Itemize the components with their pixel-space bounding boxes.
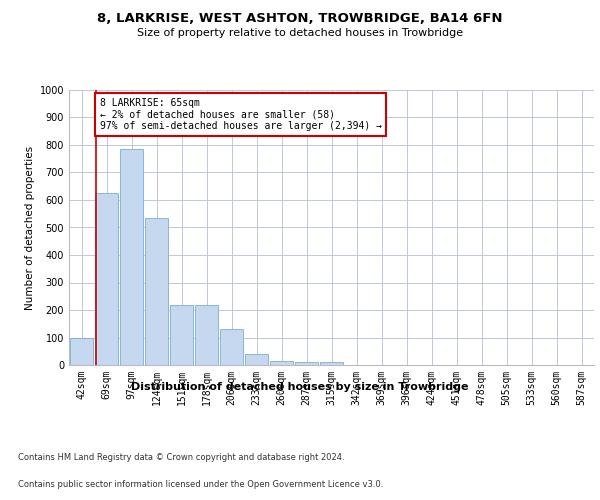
Bar	[70, 338, 93, 365]
Bar	[220, 329, 243, 365]
Bar	[170, 304, 193, 365]
Text: Size of property relative to detached houses in Trowbridge: Size of property relative to detached ho…	[137, 28, 463, 38]
Text: Contains HM Land Registry data © Crown copyright and database right 2024.: Contains HM Land Registry data © Crown c…	[18, 454, 344, 462]
Bar	[245, 354, 268, 365]
Text: Distribution of detached houses by size in Trowbridge: Distribution of detached houses by size …	[131, 382, 469, 392]
Bar	[145, 218, 168, 365]
Text: 8 LARKRISE: 65sqm
← 2% of detached houses are smaller (58)
97% of semi-detached : 8 LARKRISE: 65sqm ← 2% of detached house…	[100, 98, 382, 132]
Text: Contains public sector information licensed under the Open Government Licence v3: Contains public sector information licen…	[18, 480, 383, 489]
Bar	[95, 193, 118, 365]
Bar	[270, 361, 293, 365]
Bar	[195, 304, 218, 365]
Text: 8, LARKRISE, WEST ASHTON, TROWBRIDGE, BA14 6FN: 8, LARKRISE, WEST ASHTON, TROWBRIDGE, BA…	[97, 12, 503, 26]
Bar	[120, 149, 143, 365]
Bar	[295, 362, 318, 365]
Bar	[320, 362, 343, 365]
Y-axis label: Number of detached properties: Number of detached properties	[25, 146, 35, 310]
